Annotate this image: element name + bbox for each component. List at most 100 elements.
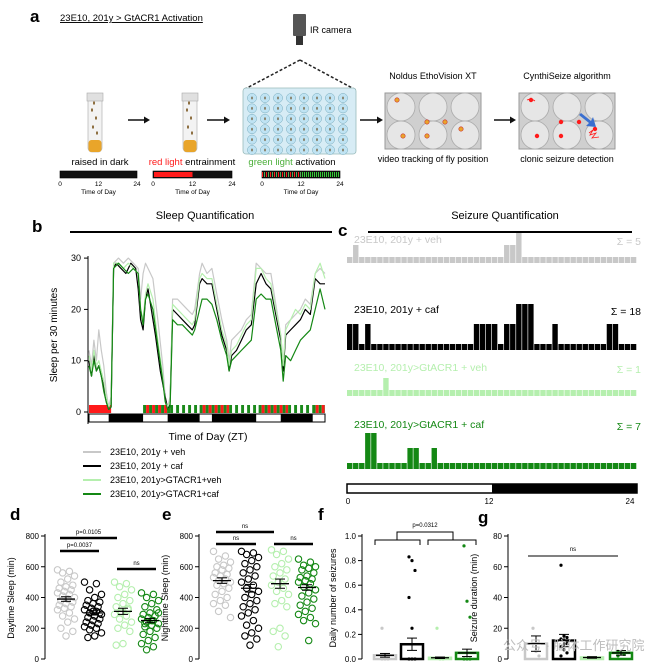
data-point xyxy=(58,612,67,620)
data-point xyxy=(380,657,384,661)
data-point xyxy=(468,615,472,619)
raster-bin-bar xyxy=(630,463,637,469)
data-point xyxy=(247,590,256,599)
data-point xyxy=(153,624,161,632)
raster-bin-bar xyxy=(431,344,437,350)
light-stripe xyxy=(312,405,313,413)
y-tick-label: 0 xyxy=(498,655,503,664)
raster-bin-bar xyxy=(558,344,564,350)
data-point xyxy=(63,575,72,583)
seizure-detection-photo xyxy=(518,92,616,150)
raster-bin-bar xyxy=(582,257,588,263)
raster-bin-bar xyxy=(461,344,468,350)
light-stripe xyxy=(238,405,242,413)
raster-bin-bar xyxy=(467,390,474,396)
light-stripe xyxy=(185,405,189,413)
blue-arrow-icon xyxy=(579,113,596,127)
data-point xyxy=(246,599,254,608)
red-light-segment xyxy=(89,405,112,413)
fly-icon xyxy=(264,138,266,142)
raster-bin-bar xyxy=(401,344,407,350)
panel-label-b: b xyxy=(32,217,42,236)
raster-bin-bar xyxy=(498,344,504,350)
data-point xyxy=(386,657,390,661)
raster-bin-bar xyxy=(576,257,582,263)
light-stripe xyxy=(232,405,236,413)
raster-bin-bar xyxy=(431,257,437,263)
panel-label-g: g xyxy=(478,508,488,527)
raster-bin-bar xyxy=(347,257,353,263)
raster-bin-bar xyxy=(395,344,401,350)
raster-bin-bar xyxy=(353,324,359,350)
raster-bin-bar xyxy=(588,344,594,350)
raster-bin-bar xyxy=(413,344,419,350)
raster-bin-bar xyxy=(449,390,456,396)
raster-bin-bar xyxy=(522,304,528,350)
light-stripe xyxy=(197,405,200,413)
dark-period xyxy=(167,414,200,422)
data-point xyxy=(284,555,293,563)
tracking-caption: video tracking of fly position xyxy=(378,154,489,164)
data-point xyxy=(251,606,259,614)
y-tick-label: 0.4 xyxy=(345,606,357,615)
data-point xyxy=(239,569,247,577)
data-point xyxy=(277,596,286,605)
timebar-tick: 12 xyxy=(95,181,103,188)
raster-bin-bar xyxy=(407,448,413,469)
data-point xyxy=(249,581,258,589)
raster-bin-bar xyxy=(407,390,413,396)
panel-label-f: f xyxy=(318,505,324,524)
arena xyxy=(552,120,582,150)
data-point xyxy=(221,601,230,609)
data-point xyxy=(241,559,249,568)
data-point xyxy=(69,581,77,589)
fly-marker xyxy=(558,133,564,139)
fly-icon xyxy=(316,117,318,121)
data-point xyxy=(303,598,311,606)
data-point xyxy=(97,590,106,599)
fly-icon xyxy=(316,127,318,131)
raster-bin-bar xyxy=(371,344,377,350)
raster-bin-bar xyxy=(612,324,619,350)
light-stripe xyxy=(273,405,277,413)
legend-label: 23E10, 201y + veh xyxy=(110,447,185,457)
light-stripe xyxy=(164,405,168,413)
raster-bin-bar xyxy=(552,257,558,263)
raster-bin-bar xyxy=(395,257,401,263)
data-point xyxy=(216,596,225,605)
raster-bin-bar xyxy=(449,257,456,263)
light-stripe xyxy=(235,405,239,413)
light-stripe xyxy=(315,405,319,413)
raster-bin-bar xyxy=(401,257,407,263)
data-point xyxy=(284,590,293,599)
light-stripe xyxy=(308,172,309,177)
light-stripe xyxy=(264,172,265,177)
fly-icon xyxy=(277,96,279,100)
fly-icon xyxy=(303,117,305,121)
fly-vial-icon xyxy=(86,92,104,153)
arrowhead-icon xyxy=(144,116,150,124)
data-point xyxy=(115,582,124,591)
raster-bin-bar xyxy=(552,390,558,396)
data-point xyxy=(413,657,417,661)
data-point xyxy=(53,606,62,614)
raster-bin-bar xyxy=(624,257,631,263)
raster-bin-bar xyxy=(467,463,474,469)
significance-label: ns xyxy=(233,536,239,542)
light-stripe xyxy=(290,172,291,177)
arrowhead-icon xyxy=(377,116,383,124)
raster-bin-bar xyxy=(383,344,389,350)
red-light-segment xyxy=(154,172,193,177)
data-point xyxy=(304,636,313,645)
fly-icon xyxy=(329,106,331,110)
y-tick-label: 30 xyxy=(71,253,81,263)
light-stripe xyxy=(179,405,183,413)
light-stripe xyxy=(332,172,333,177)
raster-bin-bar xyxy=(419,257,425,263)
raster-bin-bar xyxy=(359,390,365,396)
data-point xyxy=(94,619,102,628)
data-point xyxy=(223,570,231,579)
data-point xyxy=(410,626,414,630)
y-tick-label: 80 xyxy=(493,532,502,541)
raster-bin-bar xyxy=(606,463,613,469)
